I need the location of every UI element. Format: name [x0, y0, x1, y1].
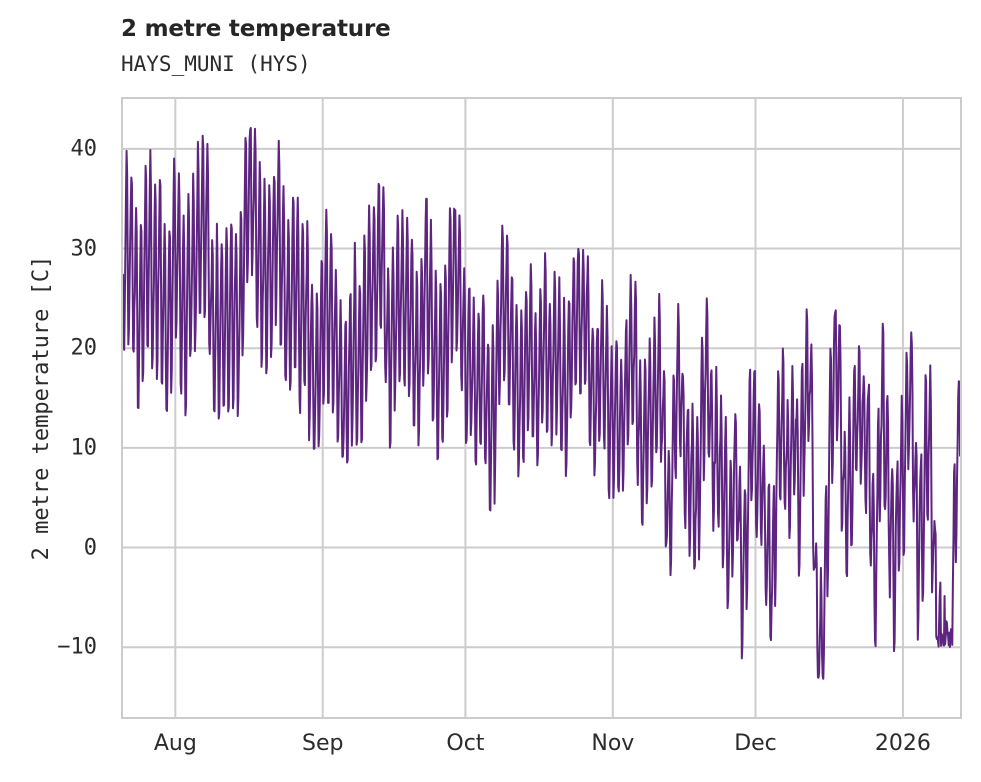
- chart-subtitle: HAYS_MUNI (HYS): [121, 52, 311, 76]
- x-tick-nov: Nov: [591, 731, 635, 756]
- y-axis-label: 2 metre temperature [C]: [29, 255, 54, 561]
- x-tick-dec: Dec: [734, 731, 777, 756]
- y-tick-30: 30: [70, 236, 98, 262]
- y-tick--10: −10: [57, 634, 97, 660]
- y-tick-0: 0: [83, 535, 97, 561]
- series-canvas: [123, 99, 960, 717]
- x-tick-2026: 2026: [874, 731, 931, 756]
- x-tick-oct: Oct: [446, 731, 485, 756]
- x-tick-aug: Aug: [153, 731, 197, 756]
- x-tick-sep: Sep: [302, 731, 344, 756]
- temperature-series-line: [123, 126, 960, 680]
- y-tick-20: 20: [70, 335, 98, 361]
- y-tick-40: 40: [70, 136, 98, 162]
- plot-area: [121, 97, 962, 719]
- chart-title: 2 metre temperature: [121, 16, 391, 42]
- y-tick-10: 10: [70, 435, 98, 461]
